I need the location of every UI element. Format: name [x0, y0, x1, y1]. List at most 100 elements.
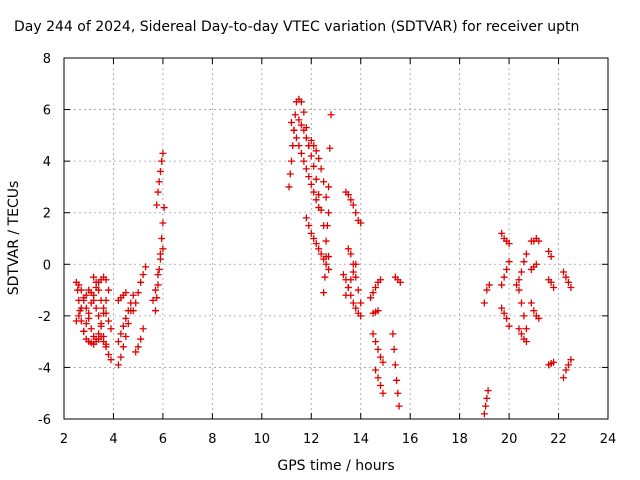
data-point	[97, 320, 105, 328]
series-arc-40	[527, 260, 540, 273]
data-point	[302, 214, 310, 222]
data-point	[122, 314, 130, 322]
data-point	[300, 157, 308, 165]
data-point	[322, 237, 330, 245]
data-points	[72, 95, 575, 418]
series-arc-28	[389, 330, 403, 410]
series-arc-13	[149, 245, 167, 304]
data-point	[154, 271, 162, 279]
data-point	[105, 351, 113, 359]
y-tick-label: -4	[38, 361, 51, 376]
data-point	[480, 299, 488, 307]
data-point	[550, 283, 558, 291]
data-point	[297, 121, 305, 129]
data-point	[532, 260, 540, 268]
data-point	[483, 394, 491, 402]
data-point	[137, 335, 145, 343]
data-point	[82, 304, 90, 312]
data-point	[369, 289, 377, 297]
series-arc-10	[129, 263, 150, 315]
data-point	[92, 278, 100, 286]
series-arc-41	[545, 276, 558, 291]
data-point	[374, 374, 382, 382]
series-arc-32	[498, 229, 513, 248]
x-tick-label: 2	[60, 432, 68, 447]
data-point	[505, 322, 513, 330]
data-point	[132, 299, 140, 307]
data-point	[114, 361, 122, 369]
data-point	[349, 201, 357, 209]
data-point	[377, 276, 385, 284]
data-point	[119, 322, 127, 330]
data-point	[323, 222, 331, 230]
data-point	[535, 314, 543, 322]
series-arc-44	[559, 268, 575, 291]
data-point	[394, 389, 402, 397]
x-tick-label: 8	[208, 432, 216, 447]
data-point	[395, 402, 403, 410]
data-point	[80, 327, 88, 335]
data-point	[117, 330, 125, 338]
data-point	[352, 260, 360, 268]
data-point	[515, 286, 523, 294]
data-point	[354, 286, 362, 294]
y-tick-label: -2	[38, 310, 51, 325]
data-point	[100, 304, 108, 312]
data-point	[325, 209, 333, 217]
data-point	[153, 201, 161, 209]
data-point	[295, 116, 303, 124]
series-arc-36	[515, 286, 530, 333]
data-point	[155, 265, 163, 273]
data-point	[85, 309, 93, 317]
data-point	[312, 240, 320, 248]
y-tick-label: 6	[43, 104, 51, 119]
data-point	[289, 142, 297, 150]
series-arc-37	[515, 325, 530, 346]
data-point	[349, 299, 357, 307]
data-point	[527, 299, 535, 307]
series-arc-26	[369, 330, 387, 366]
data-point	[129, 291, 137, 299]
data-point	[347, 250, 355, 258]
chart-title: Day 244 of 2024, Sidereal Day-to-day VTE…	[14, 19, 579, 35]
data-point	[347, 276, 355, 284]
data-point	[102, 309, 110, 317]
series-arc-25	[369, 307, 382, 317]
data-point	[119, 343, 127, 351]
data-point	[292, 134, 300, 142]
data-point	[122, 332, 130, 340]
data-point	[151, 307, 159, 315]
data-point	[75, 281, 83, 289]
data-point	[82, 320, 90, 328]
data-point	[75, 312, 83, 320]
data-point	[317, 165, 325, 173]
data-point	[297, 98, 305, 106]
data-point	[285, 183, 293, 191]
data-point	[160, 204, 168, 212]
y-axis-label: SDTVAR / TECUs	[6, 181, 22, 296]
x-axis-label: GPS time / hours	[277, 458, 394, 474]
series-arc-23	[342, 260, 360, 299]
data-point	[322, 193, 330, 201]
x-tick-label: 18	[451, 432, 468, 447]
data-point	[307, 229, 315, 237]
series-arc-24	[367, 276, 385, 302]
data-point	[498, 281, 506, 289]
data-point	[517, 330, 525, 338]
data-point	[317, 206, 325, 214]
series-arc-38	[527, 235, 543, 245]
data-point	[137, 278, 145, 286]
series-arc-17	[302, 214, 333, 273]
data-point	[390, 345, 398, 353]
data-point	[300, 126, 308, 134]
x-tick-label: 20	[501, 432, 518, 447]
data-point	[320, 289, 328, 297]
data-point	[389, 330, 397, 338]
data-point	[305, 173, 313, 181]
data-point	[102, 276, 110, 284]
data-point	[107, 325, 115, 333]
data-point	[321, 273, 329, 281]
data-point	[291, 111, 299, 119]
data-point	[517, 299, 525, 307]
